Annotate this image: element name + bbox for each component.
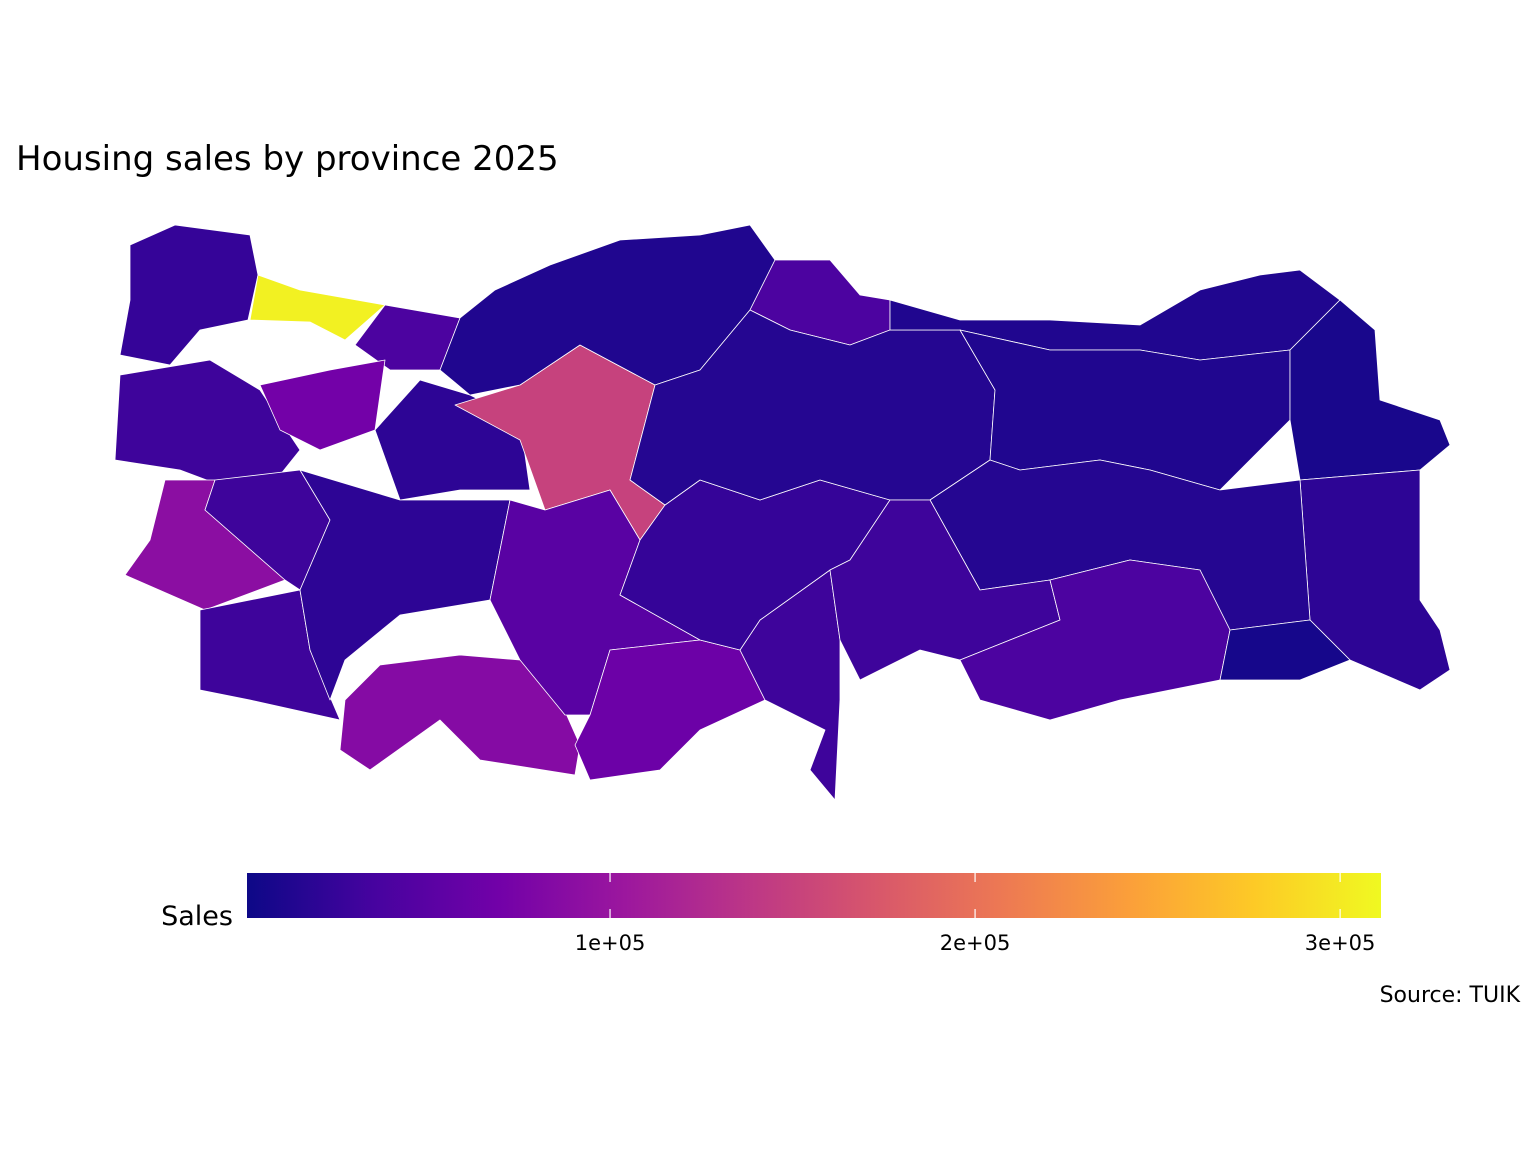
province	[339, 654, 581, 776]
province	[1219, 619, 1351, 681]
caption: Source: TUIK	[1380, 983, 1521, 1008]
province	[249, 274, 386, 341]
colorbar	[247, 873, 1381, 918]
legend-title: Sales	[161, 901, 233, 932]
colorbar-tick-label: 3e+05	[1305, 931, 1376, 955]
province	[299, 469, 511, 701]
chart-title: Housing sales by province 2025	[16, 139, 559, 179]
province	[1289, 299, 1451, 481]
province	[574, 639, 766, 781]
colorbar-tick-label: 2e+05	[940, 931, 1011, 955]
colorbar-tick-label: 1e+05	[575, 931, 646, 955]
province	[354, 304, 461, 371]
province	[119, 224, 259, 366]
